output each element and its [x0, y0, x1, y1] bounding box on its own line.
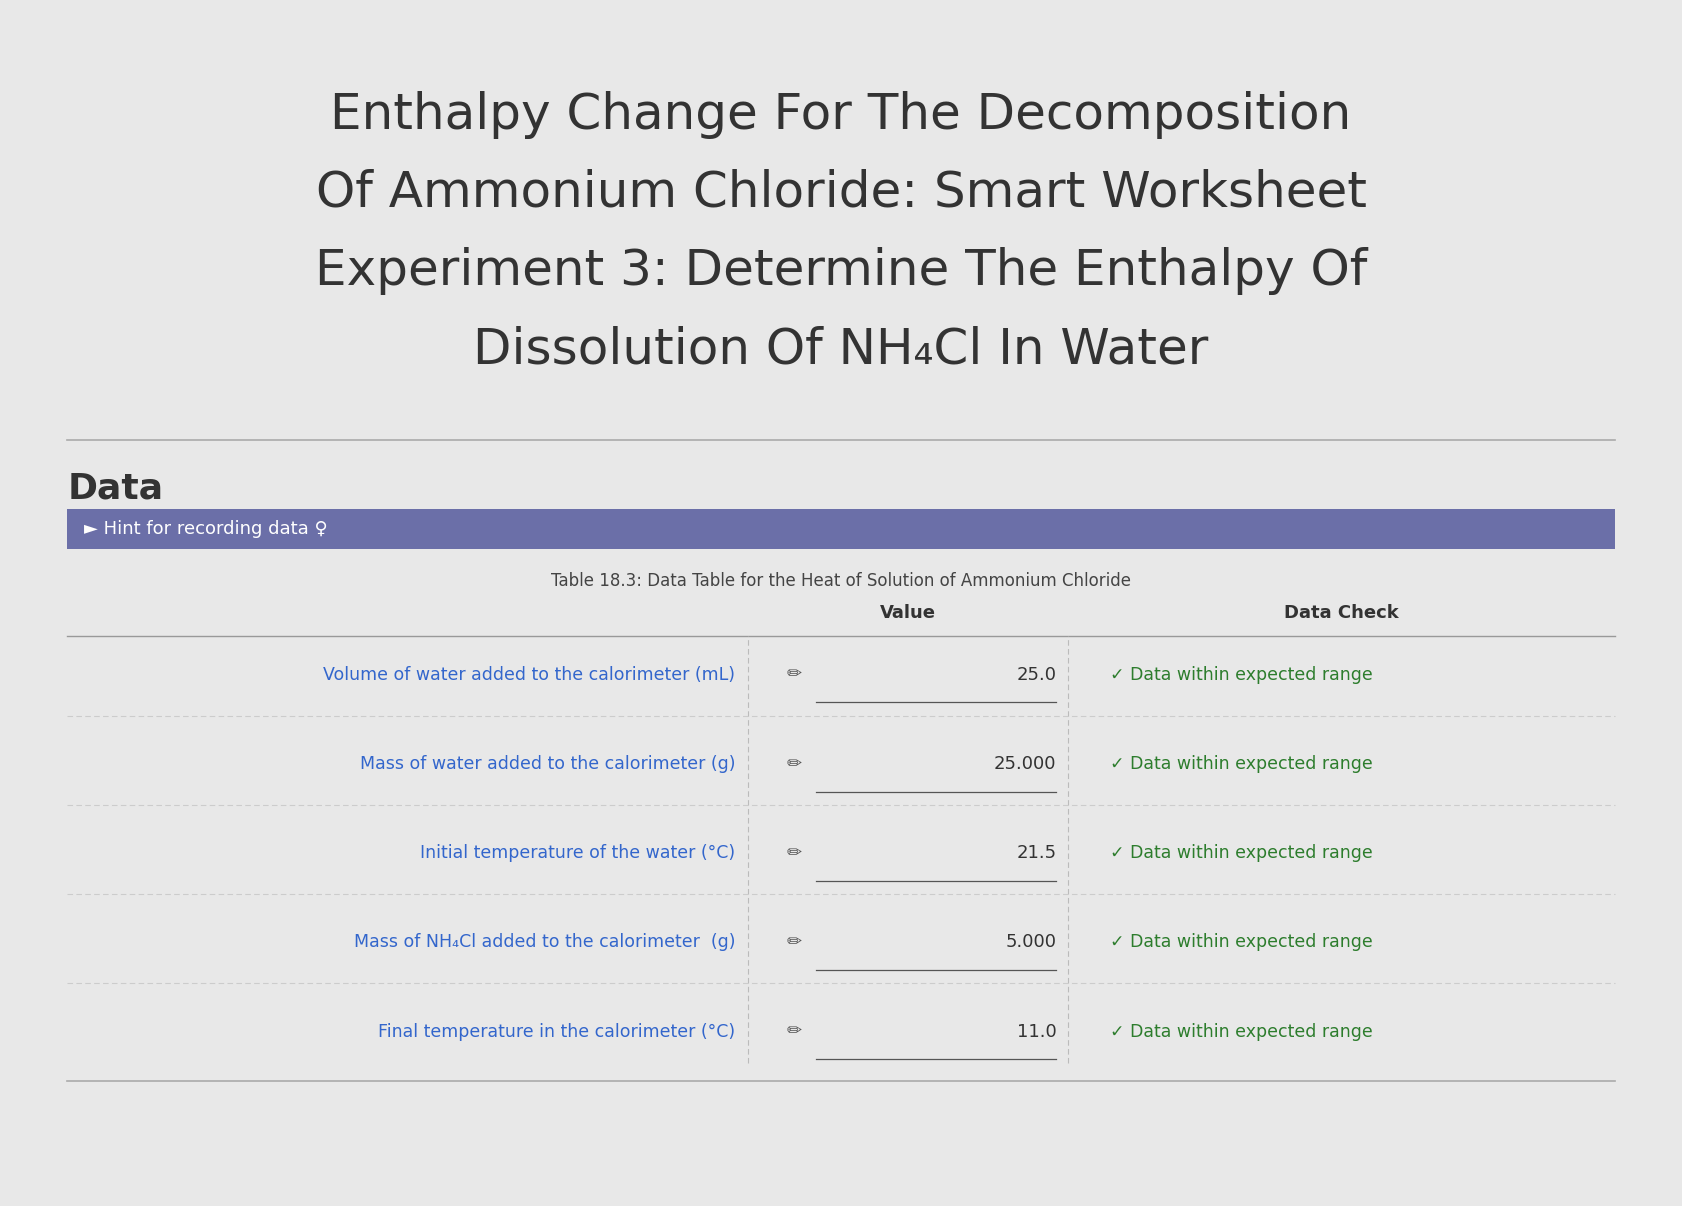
Text: ► Hint for recording data ♀: ► Hint for recording data ♀ — [84, 520, 328, 538]
Text: ✏: ✏ — [787, 933, 801, 952]
Text: 21.5: 21.5 — [1016, 844, 1056, 862]
Text: Mass of NH₄Cl added to the calorimeter  (g): Mass of NH₄Cl added to the calorimeter (… — [353, 933, 735, 952]
Text: ✓ Data within expected range: ✓ Data within expected range — [1110, 666, 1373, 684]
Text: Final temperature in the calorimeter (°C): Final temperature in the calorimeter (°C… — [378, 1023, 735, 1041]
Text: ✓ Data within expected range: ✓ Data within expected range — [1110, 933, 1373, 952]
Text: Of Ammonium Chloride: Smart Worksheet: Of Ammonium Chloride: Smart Worksheet — [316, 169, 1366, 217]
Text: Data: Data — [67, 472, 163, 505]
Text: ✓ Data within expected range: ✓ Data within expected range — [1110, 1023, 1373, 1041]
Text: Mass of water added to the calorimeter (g): Mass of water added to the calorimeter (… — [360, 755, 735, 773]
Text: 5.000: 5.000 — [1006, 933, 1056, 952]
Text: Data Check: Data Check — [1283, 604, 1399, 621]
Text: Enthalpy Change For The Decomposition: Enthalpy Change For The Decomposition — [330, 90, 1352, 139]
Text: ✏: ✏ — [787, 1023, 801, 1041]
Text: Volume of water added to the calorimeter (mL): Volume of water added to the calorimeter… — [323, 666, 735, 684]
Text: ✓ Data within expected range: ✓ Data within expected range — [1110, 755, 1373, 773]
Text: Value: Value — [880, 604, 937, 621]
Text: 25.000: 25.000 — [994, 755, 1056, 773]
Text: ✏: ✏ — [787, 755, 801, 773]
Text: ✏: ✏ — [787, 844, 801, 862]
Text: Table 18.3: Data Table for the Heat of Solution of Ammonium Chloride: Table 18.3: Data Table for the Heat of S… — [552, 573, 1130, 590]
Text: Experiment 3: Determine The Enthalpy Of: Experiment 3: Determine The Enthalpy Of — [315, 247, 1367, 295]
Text: ✏: ✏ — [787, 666, 801, 684]
Text: 25.0: 25.0 — [1016, 666, 1056, 684]
Text: Initial temperature of the water (°C): Initial temperature of the water (°C) — [420, 844, 735, 862]
Text: ✓ Data within expected range: ✓ Data within expected range — [1110, 844, 1373, 862]
Text: Dissolution Of NH₄Cl In Water: Dissolution Of NH₄Cl In Water — [473, 326, 1209, 374]
FancyBboxPatch shape — [67, 509, 1615, 549]
Text: 11.0: 11.0 — [1016, 1023, 1056, 1041]
